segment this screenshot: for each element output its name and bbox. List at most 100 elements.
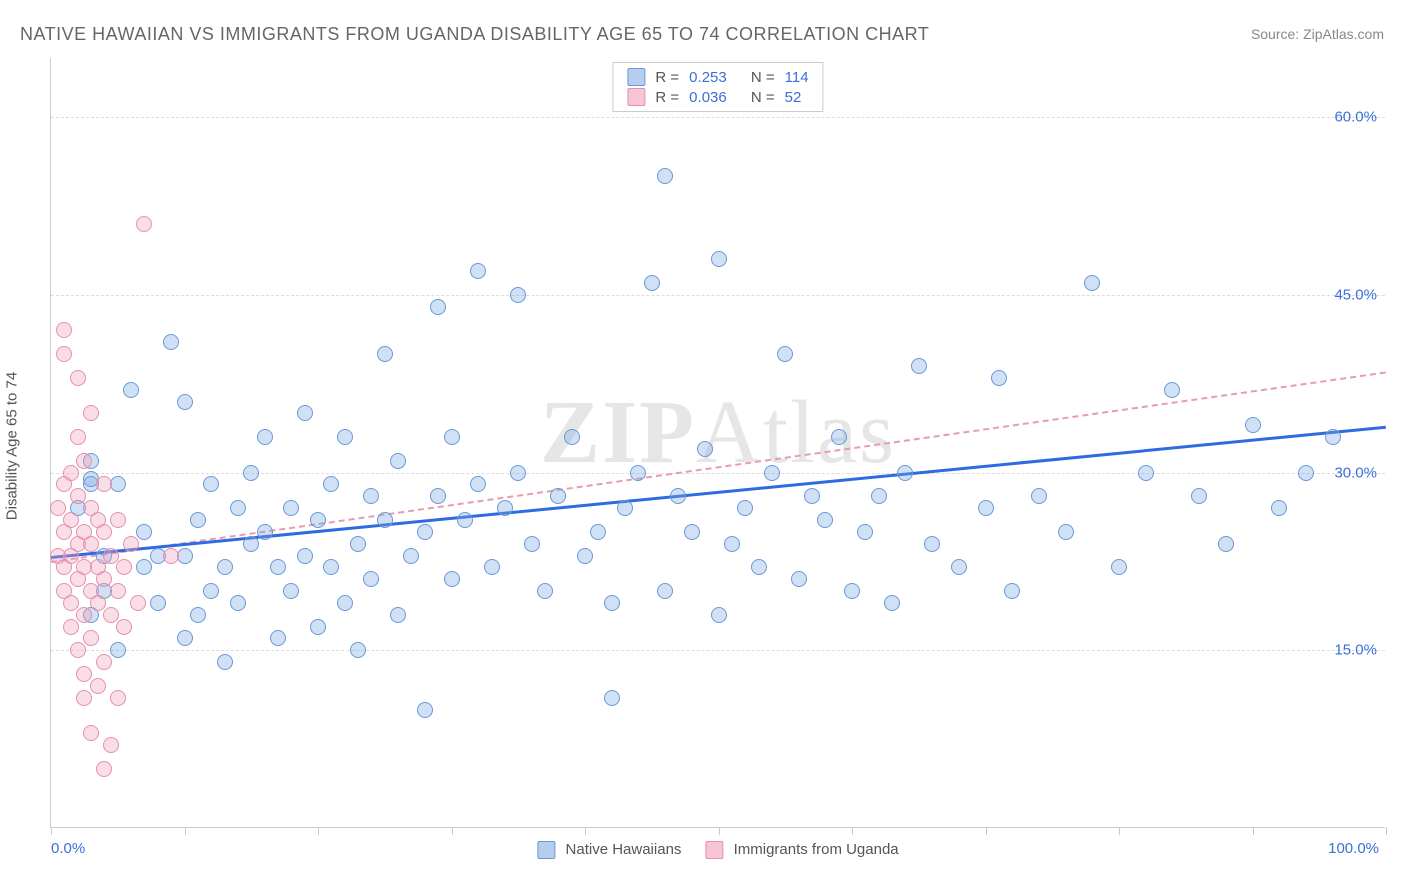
data-point-blue <box>764 465 780 481</box>
data-point-blue <box>537 583 553 599</box>
data-point-blue <box>1084 275 1100 291</box>
data-point-blue <box>243 465 259 481</box>
legend-swatch-blue <box>537 841 555 859</box>
data-point-blue <box>697 441 713 457</box>
data-point-pink <box>63 512 79 528</box>
data-point-blue <box>991 370 1007 386</box>
data-point-pink <box>70 488 86 504</box>
x-tick <box>1253 827 1254 835</box>
data-point-blue <box>363 488 379 504</box>
x-tick <box>185 827 186 835</box>
x-axis-min-label: 0.0% <box>51 840 85 857</box>
gridline <box>51 117 1385 118</box>
data-point-blue <box>657 168 673 184</box>
data-point-pink <box>56 346 72 362</box>
legend-swatch-blue <box>627 68 645 86</box>
data-point-pink <box>96 761 112 777</box>
data-point-blue <box>604 595 620 611</box>
data-point-blue <box>390 607 406 623</box>
data-point-blue <box>297 548 313 564</box>
data-point-pink <box>130 595 146 611</box>
legend-label-blue: Native Hawaiians <box>566 841 682 858</box>
data-point-blue <box>470 263 486 279</box>
data-point-pink <box>110 583 126 599</box>
data-point-pink <box>116 559 132 575</box>
data-point-pink <box>76 666 92 682</box>
y-tick-label: 60.0% <box>1334 109 1377 126</box>
data-point-blue <box>777 346 793 362</box>
data-point-blue <box>270 630 286 646</box>
data-point-blue <box>283 500 299 516</box>
data-point-blue <box>1325 429 1341 445</box>
y-tick-label: 30.0% <box>1334 464 1377 481</box>
data-point-blue <box>136 524 152 540</box>
data-point-blue <box>1298 465 1314 481</box>
data-point-blue <box>430 299 446 315</box>
correlation-legend: R = 0.253 N = 114 R = 0.036 N = 52 <box>612 62 823 112</box>
data-point-blue <box>684 524 700 540</box>
scatter-plot-area: ZIPAtlas R = 0.253 N = 114 R = 0.036 N =… <box>50 58 1385 828</box>
series-legend: Native Hawaiians Immigrants from Uganda <box>537 841 898 859</box>
x-axis-max-label: 100.0% <box>1328 840 1379 857</box>
data-point-pink <box>83 630 99 646</box>
data-point-blue <box>444 571 460 587</box>
data-point-pink <box>136 216 152 232</box>
data-point-blue <box>217 559 233 575</box>
data-point-blue <box>230 500 246 516</box>
data-point-blue <box>444 429 460 445</box>
data-point-blue <box>310 512 326 528</box>
legend-swatch-pink <box>705 841 723 859</box>
x-tick <box>318 827 319 835</box>
data-point-blue <box>283 583 299 599</box>
data-point-pink <box>123 536 139 552</box>
data-point-blue <box>190 512 206 528</box>
data-point-blue <box>257 524 273 540</box>
legend-swatch-pink <box>627 88 645 106</box>
data-point-blue <box>377 346 393 362</box>
data-point-pink <box>110 690 126 706</box>
data-point-blue <box>604 690 620 706</box>
gridline <box>51 295 1385 296</box>
data-point-blue <box>470 476 486 492</box>
n-label: N = <box>751 69 775 86</box>
chart-title: NATIVE HAWAIIAN VS IMMIGRANTS FROM UGAND… <box>20 24 929 45</box>
data-point-blue <box>377 512 393 528</box>
data-point-blue <box>831 429 847 445</box>
x-tick <box>1386 827 1387 835</box>
r-label: R = <box>655 69 679 86</box>
data-point-blue <box>1164 382 1180 398</box>
data-point-blue <box>1218 536 1234 552</box>
data-point-blue <box>524 536 540 552</box>
data-point-blue <box>310 619 326 635</box>
y-tick-label: 15.0% <box>1334 642 1377 659</box>
data-point-blue <box>644 275 660 291</box>
data-point-pink <box>83 405 99 421</box>
data-point-pink <box>96 654 112 670</box>
data-point-blue <box>337 595 353 611</box>
data-point-blue <box>550 488 566 504</box>
x-tick <box>51 827 52 835</box>
x-tick <box>986 827 987 835</box>
data-point-blue <box>1004 583 1020 599</box>
data-point-pink <box>116 619 132 635</box>
data-point-pink <box>96 571 112 587</box>
data-point-blue <box>844 583 860 599</box>
r-label: R = <box>655 89 679 106</box>
data-point-blue <box>1111 559 1127 575</box>
data-point-blue <box>1191 488 1207 504</box>
data-point-blue <box>177 630 193 646</box>
data-point-blue <box>871 488 887 504</box>
data-point-blue <box>350 642 366 658</box>
legend-label-pink: Immigrants from Uganda <box>734 841 899 858</box>
data-point-blue <box>817 512 833 528</box>
data-point-blue <box>617 500 633 516</box>
n-value-pink: 52 <box>785 89 802 106</box>
data-point-pink <box>103 607 119 623</box>
data-point-pink <box>96 524 112 540</box>
r-value-pink: 0.036 <box>689 89 727 106</box>
data-point-blue <box>978 500 994 516</box>
data-point-blue <box>270 559 286 575</box>
data-point-blue <box>510 465 526 481</box>
data-point-blue <box>1245 417 1261 433</box>
data-point-blue <box>417 702 433 718</box>
